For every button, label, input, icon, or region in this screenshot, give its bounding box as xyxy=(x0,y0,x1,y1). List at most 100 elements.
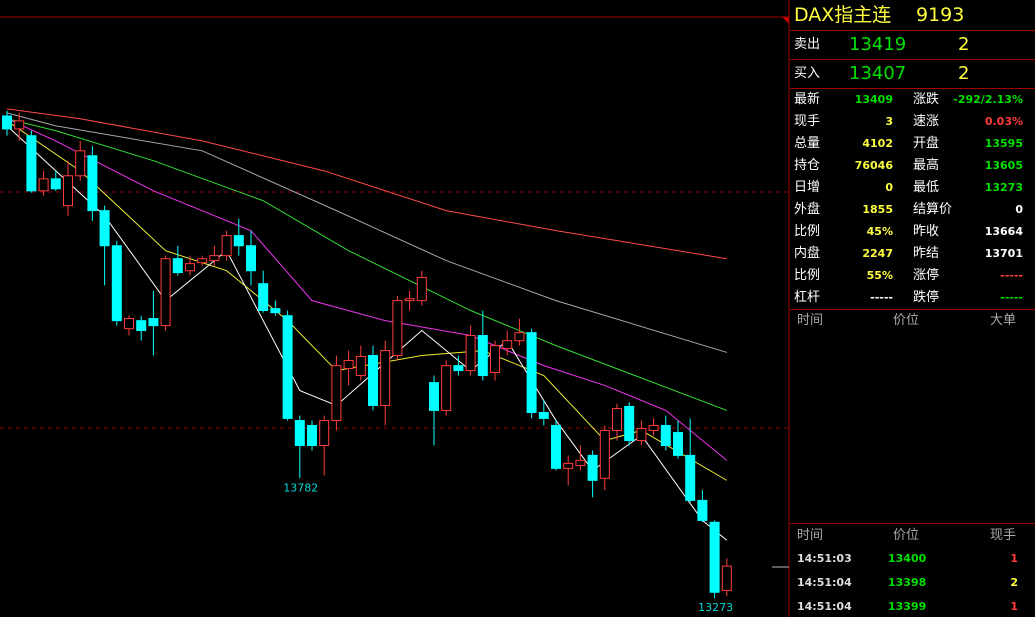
stat-value: 45% xyxy=(866,225,893,238)
candle-body xyxy=(392,300,403,357)
stat-label: 涨停 xyxy=(913,268,940,283)
stat-label: 开盘 xyxy=(913,136,940,151)
moving-average-line xyxy=(6,118,727,411)
candle-body xyxy=(526,332,537,414)
candle-body xyxy=(197,258,208,264)
stat-value: 55% xyxy=(866,269,893,282)
divider xyxy=(790,59,1035,60)
candle-body xyxy=(319,420,330,447)
bid-price: 13407 xyxy=(849,63,907,84)
divider xyxy=(790,523,1035,524)
stat-value: ----- xyxy=(1000,291,1023,304)
stat-label: 比例 xyxy=(794,268,821,283)
candle-body xyxy=(477,334,488,377)
candle-body xyxy=(697,499,708,521)
ask-volume: 2 xyxy=(958,34,970,55)
trade-price: 13398 xyxy=(888,576,927,589)
candle-body xyxy=(441,365,452,411)
candle-body xyxy=(87,155,98,212)
divider xyxy=(790,88,1035,89)
candle-body xyxy=(673,432,683,456)
candle-body xyxy=(38,178,49,192)
divider xyxy=(790,30,1035,31)
low-annotation: 13273 xyxy=(698,601,733,614)
candle-body xyxy=(124,318,134,330)
stat-value: 2247 xyxy=(862,247,893,260)
trade-time: 14:51:04 xyxy=(797,576,852,589)
stat-value: 0.03% xyxy=(984,115,1023,128)
candle-body xyxy=(246,245,256,272)
moving-average-line xyxy=(6,108,727,260)
bid-volume: 2 xyxy=(958,63,970,84)
stat-label: 内盘 xyxy=(794,246,821,261)
candle-body xyxy=(404,298,415,302)
stat-value: 13605 xyxy=(984,159,1023,172)
stat-value: ----- xyxy=(1000,269,1023,282)
candle-body xyxy=(416,277,427,302)
trade-price: 13400 xyxy=(888,552,927,565)
column-header: 大单 xyxy=(990,313,1017,328)
trade-time: 14:51:04 xyxy=(797,600,852,613)
candle-body xyxy=(465,334,476,372)
divider xyxy=(790,309,1035,310)
stat-value: 3 xyxy=(885,115,893,128)
moving-average-line xyxy=(6,118,728,461)
candle-body xyxy=(368,355,378,406)
stat-label: 最新 xyxy=(794,92,821,107)
candle-body xyxy=(148,318,159,327)
column-header: 现手 xyxy=(990,528,1017,543)
stat-label: 外盘 xyxy=(794,202,821,217)
candle-body xyxy=(612,408,622,431)
stat-label: 昨结 xyxy=(913,246,940,261)
stat-value: 4102 xyxy=(862,137,893,150)
candle-body xyxy=(490,345,500,373)
stat-label: 杠杆 xyxy=(794,290,821,305)
candle-body xyxy=(14,120,25,130)
trade-volume: 1 xyxy=(1010,552,1018,565)
candle-body xyxy=(502,340,513,349)
candle-body xyxy=(2,115,12,130)
candle-body xyxy=(599,429,610,479)
candle-body xyxy=(721,565,732,591)
candle-body xyxy=(221,235,232,257)
candle-body xyxy=(429,382,439,411)
candle-body xyxy=(343,359,354,369)
stat-label: 总量 xyxy=(794,136,821,151)
stat-label: 现手 xyxy=(794,114,821,129)
candle-body xyxy=(233,235,244,247)
candle-body xyxy=(99,210,110,247)
stat-label: 持仓 xyxy=(794,158,821,173)
bid-label: 买入 xyxy=(794,66,821,81)
candle-body xyxy=(709,521,720,593)
stat-label: 最高 xyxy=(913,158,940,173)
candle-body xyxy=(538,412,549,419)
candle-body xyxy=(270,308,281,314)
stat-value: 13595 xyxy=(984,137,1023,150)
candle-body xyxy=(209,255,220,262)
stat-value: 13273 xyxy=(984,181,1023,194)
candle-body xyxy=(63,175,73,207)
candle-body xyxy=(331,365,342,422)
low-annotation: 13782 xyxy=(283,481,318,494)
candle-body xyxy=(587,454,598,481)
candle-body xyxy=(380,350,391,406)
candle-body xyxy=(636,428,647,442)
candle-body xyxy=(75,150,86,177)
trade-price: 13399 xyxy=(888,600,927,613)
stat-label: 日增 xyxy=(794,180,821,195)
candle-body xyxy=(50,178,61,190)
stat-label: 涨跌 xyxy=(913,92,940,107)
moving-average-line xyxy=(6,120,728,481)
stat-label: 结算价 xyxy=(913,202,953,217)
candle-body xyxy=(307,424,317,447)
candle-body xyxy=(185,263,195,272)
candle-body xyxy=(282,315,293,419)
stat-value: 13409 xyxy=(854,93,893,106)
column-header: 时间 xyxy=(797,313,824,328)
stat-value: -292/2.13% xyxy=(953,93,1023,106)
trade-volume: 2 xyxy=(1010,576,1018,589)
chart: 13782 13273 xyxy=(0,0,790,617)
stat-value: 13664 xyxy=(984,225,1023,238)
candle-body xyxy=(294,420,305,447)
